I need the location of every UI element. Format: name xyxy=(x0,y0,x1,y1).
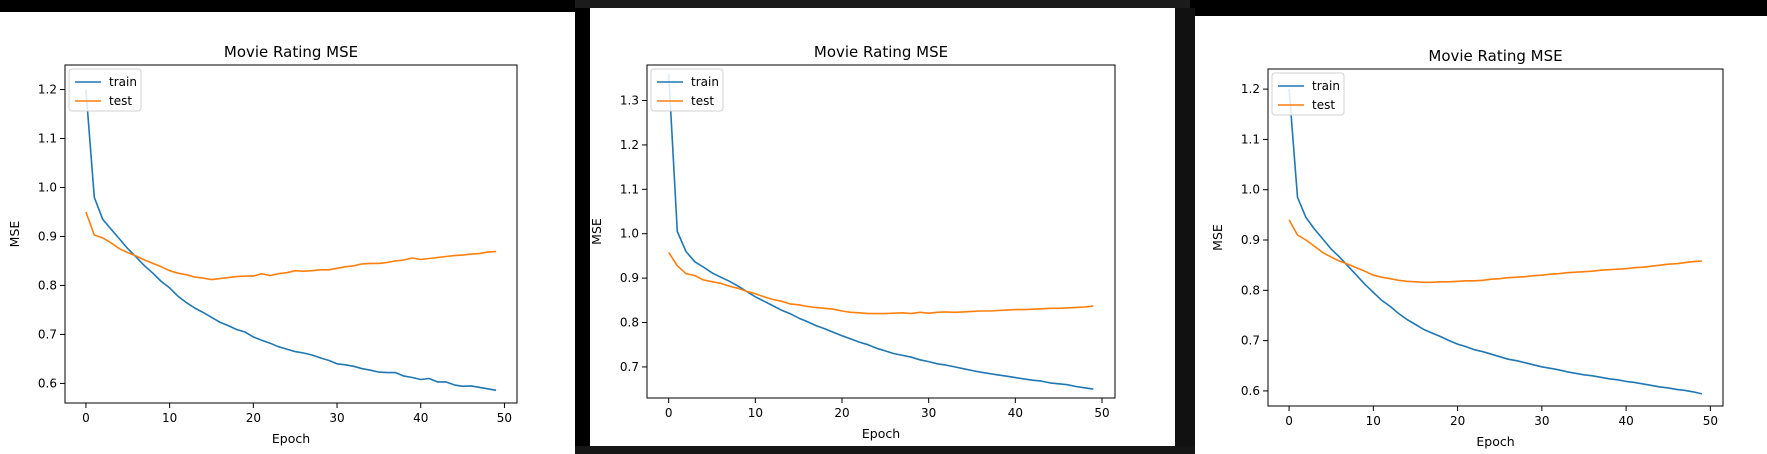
y-tick-label: 1.2 xyxy=(620,138,639,152)
y-axis-label: MSE xyxy=(7,221,22,248)
legend: train test xyxy=(1271,72,1345,116)
x-tick-label: 50 xyxy=(1094,406,1109,420)
chart-title: Movie Rating MSE xyxy=(1428,47,1562,65)
x-tick-label: 0 xyxy=(82,411,90,425)
y-tick-label: 0.7 xyxy=(1241,334,1260,348)
y-tick-label: 1.2 xyxy=(1241,82,1260,96)
chart-svg: Movie Rating MSE Epoch MSE 0 10 20 30 40 50 0.6 0.… xyxy=(1210,47,1724,449)
y-tick-label: 0.9 xyxy=(620,271,639,285)
x-tick-label: 30 xyxy=(921,406,936,420)
y-tick-label: 0.8 xyxy=(38,278,57,292)
x-tick-label: 20 xyxy=(834,406,849,420)
series-line-train xyxy=(85,89,497,392)
chart-svg: Movie Rating MSE Epoch MSE 0 10 20 30 40 50 0.7 0.… xyxy=(590,43,1116,441)
legend: train test xyxy=(650,68,724,112)
x-tick-label: 10 xyxy=(748,406,763,420)
y-tick-label: 1.0 xyxy=(38,180,57,194)
legend-entry: train xyxy=(691,75,719,89)
y-tick-label: 0.8 xyxy=(1241,283,1260,297)
legend-entry: train xyxy=(109,75,137,89)
y-tick-label: 0.6 xyxy=(1241,384,1260,398)
y-tick-label: 0.9 xyxy=(38,229,57,243)
series-line-train xyxy=(1288,89,1703,395)
x-tick-label: 0 xyxy=(1285,414,1293,428)
window-frame-gap xyxy=(1175,8,1195,454)
x-axis-label: Epoch xyxy=(272,431,310,446)
y-tick-label: 1.0 xyxy=(1241,183,1260,197)
x-axis-label: Epoch xyxy=(1476,434,1514,449)
y-tick-label: 0.7 xyxy=(38,327,57,341)
plot-frame xyxy=(64,64,518,404)
y-axis-label: MSE xyxy=(1210,224,1225,251)
legend: train test xyxy=(68,68,142,112)
y-tick-label: 1.1 xyxy=(620,182,639,196)
x-tick-label: 40 xyxy=(1008,406,1023,420)
series-line-test xyxy=(85,211,497,281)
x-tick-label: 0 xyxy=(665,406,673,420)
x-tick-label: 10 xyxy=(162,411,177,425)
y-tick-label: 1.3 xyxy=(620,94,639,108)
chart-svg: Movie Rating MSE Epoch MSE 0 10 20 30 40 50 0.6 0.… xyxy=(7,43,518,446)
y-tick-label: 1.1 xyxy=(38,131,57,145)
x-tick-label: 10 xyxy=(1366,414,1381,428)
x-tick-label: 20 xyxy=(246,411,261,425)
x-tick-label: 50 xyxy=(1703,414,1718,428)
chart-panel-1: Movie Rating MSE Epoch MSE 0 10 20 30 40 50 0.6 0.… xyxy=(0,12,575,454)
chart-panel-2: Movie Rating MSE Epoch MSE 0 10 20 30 40 50 0.7 0.… xyxy=(590,8,1175,446)
window-frame-top xyxy=(575,0,1190,8)
y-tick-label: 0.7 xyxy=(620,360,639,374)
y-tick-label: 0.8 xyxy=(620,316,639,330)
y-tick-label: 0.9 xyxy=(1241,233,1260,247)
x-tick-label: 50 xyxy=(497,411,512,425)
chart-title: Movie Rating MSE xyxy=(224,43,358,61)
series-line-test xyxy=(1288,219,1702,284)
x-tick-label: 20 xyxy=(1450,414,1465,428)
legend-entry: train xyxy=(1312,79,1340,93)
series-line-test xyxy=(668,251,1094,315)
series-line-train xyxy=(667,73,1094,390)
window-frame-bottom xyxy=(575,446,1195,454)
y-axis-label: MSE xyxy=(590,218,604,245)
legend-entry: test xyxy=(109,94,132,108)
legend-entry: test xyxy=(691,94,714,108)
x-tick-label: 40 xyxy=(1618,414,1633,428)
y-tick-label: 0.6 xyxy=(38,376,57,390)
x-axis-label: Epoch xyxy=(862,426,900,441)
y-tick-label: 1.2 xyxy=(38,82,57,96)
legend-entry: test xyxy=(1312,98,1335,112)
x-tick-label: 30 xyxy=(329,411,344,425)
chart-title: Movie Rating MSE xyxy=(814,43,948,61)
x-tick-label: 40 xyxy=(413,411,428,425)
x-tick-label: 30 xyxy=(1534,414,1549,428)
plot-frame xyxy=(1267,68,1724,407)
chart-panel-3: Movie Rating MSE Epoch MSE 0 10 20 30 40 50 0.6 0.… xyxy=(1195,16,1767,454)
y-tick-label: 1.1 xyxy=(1241,132,1260,146)
plot-frame xyxy=(646,64,1116,399)
y-tick-label: 1.0 xyxy=(620,227,639,241)
